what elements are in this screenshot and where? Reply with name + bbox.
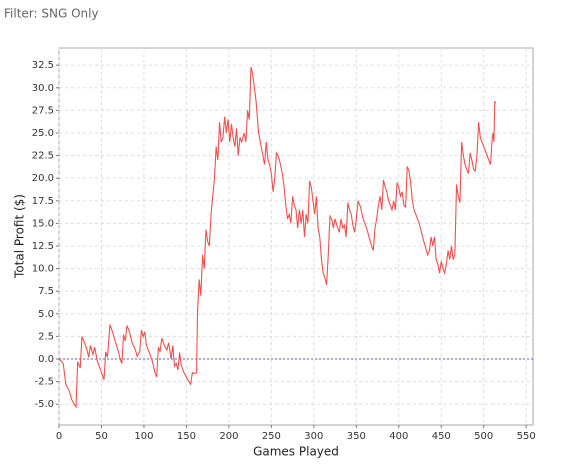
y-tick-label: -5.0: [34, 399, 54, 410]
y-tick-label: 2.5: [38, 331, 54, 342]
y-tick-label: 10.0: [32, 264, 54, 275]
y-tick-label: 20.0: [32, 173, 54, 184]
y-axis-title: Total Profit ($): [13, 194, 27, 279]
y-tick-label: 7.5: [38, 286, 54, 297]
y-tick-label: 17.5: [32, 196, 54, 207]
profit-line: [58, 66, 497, 409]
x-axis-title: Games Played: [253, 445, 339, 459]
x-tick-label: 50: [95, 431, 108, 442]
x-tick-label: 150: [177, 431, 196, 442]
x-tick-label: 100: [134, 431, 153, 442]
y-tick-label: 5.0: [38, 309, 54, 320]
y-tick-label: 15.0: [32, 218, 54, 229]
y-tick-label: 27.5: [32, 105, 54, 116]
x-tick-label: 400: [389, 431, 408, 442]
x-tick-label: 500: [474, 431, 493, 442]
x-tick-label: 200: [219, 431, 238, 442]
y-tick-label: 32.5: [32, 60, 54, 71]
y-tick-label: 12.5: [32, 241, 54, 252]
y-tick-label: 25.0: [32, 128, 54, 139]
x-tick-label: 250: [262, 431, 281, 442]
x-tick-label: 450: [432, 431, 451, 442]
x-tick-label: 0: [56, 431, 62, 442]
y-tick-label: 0.0: [38, 354, 54, 365]
y-tick-label: 30.0: [32, 83, 54, 94]
y-tick-label: -2.5: [34, 377, 54, 388]
x-tick-label: 550: [517, 431, 536, 442]
x-tick-label: 300: [304, 431, 323, 442]
x-tick-label: 350: [347, 431, 366, 442]
plot-area: [58, 47, 534, 426]
filter-label: Filter: SNG Only: [4, 7, 99, 21]
y-tick-label: 22.5: [32, 151, 54, 162]
